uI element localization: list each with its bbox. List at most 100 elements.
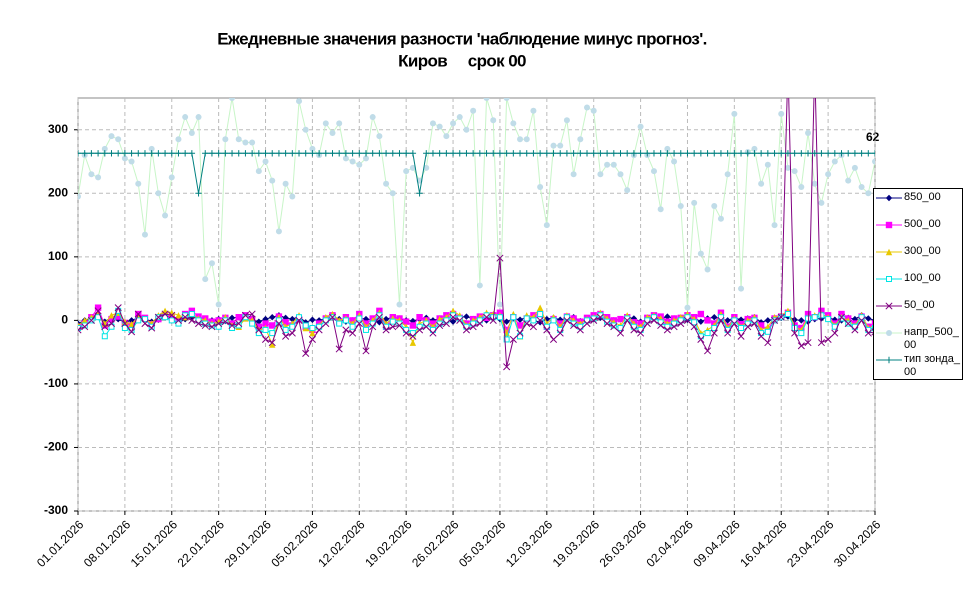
marker [101,150,108,157]
marker [242,139,249,146]
marker [402,150,410,157]
x-tick-label: 01.01.2026 [34,517,87,570]
marker [101,323,109,331]
marker [101,145,108,152]
marker [530,107,537,114]
x-tick-label: 16.04.2026 [737,517,790,570]
marker [536,304,544,311]
marker [590,316,598,324]
marker [758,180,765,187]
marker [87,316,95,324]
marker [229,98,236,101]
marker [751,145,758,152]
marker [584,104,591,111]
marker [328,313,337,321]
marker [570,321,578,330]
marker [456,316,464,324]
marker [825,171,832,178]
marker [811,150,818,157]
x-tick-label: 30.04.2026 [831,517,884,570]
marker [449,318,457,325]
marker [717,316,725,324]
marker [389,323,397,331]
marker [436,321,444,330]
marker [302,150,309,157]
marker [168,314,175,321]
marker [684,150,691,157]
marker [710,329,718,337]
marker [777,313,785,321]
marker [168,150,175,157]
marker [844,320,852,328]
marker [295,316,303,324]
marker [697,335,705,343]
marker [322,120,329,127]
marker [208,260,215,267]
marker [101,333,108,340]
marker [108,133,115,140]
marker [423,150,430,157]
x-tick-label: 15.01.2026 [128,517,181,570]
marker [336,150,343,157]
marker [228,314,236,322]
marker [583,320,591,328]
marker [88,150,95,157]
marker [262,326,269,333]
marker [181,150,189,157]
legend-marker [876,330,902,336]
marker [195,114,202,121]
marker [845,177,852,184]
marker [168,311,176,319]
marker [510,150,517,157]
marker [596,313,604,321]
marker [510,120,517,127]
marker [395,321,404,330]
marker [550,142,557,149]
marker [671,158,678,165]
marker [871,328,875,336]
marker [858,150,865,157]
marker [469,150,477,157]
legend-label: тип зонда_00 [904,353,960,378]
marker [309,150,316,157]
marker [269,314,276,321]
marker [235,136,242,143]
x-tick-label: 05.03.2026 [456,517,509,570]
marker [871,150,875,157]
marker [550,150,557,157]
marker [78,193,81,200]
marker [115,136,122,143]
legend-marker [876,248,902,256]
x-tick-label: 22.01.2026 [175,517,228,570]
marker [864,329,872,337]
marker [697,310,705,318]
marker [302,126,309,133]
plot-area [77,97,876,512]
marker [764,328,771,335]
marker [128,158,135,165]
marker [476,320,484,328]
marker [798,150,805,157]
marker [529,323,537,331]
marker [168,317,175,324]
marker [269,341,276,348]
marker [691,199,698,206]
legend-marker [876,194,902,202]
marker [516,329,524,337]
legend-item: 500_00 [874,218,962,245]
marker [443,150,450,157]
marker [456,114,463,121]
marker [141,150,149,157]
marker [202,150,209,157]
marker [148,145,155,152]
marker [121,155,128,162]
marker [664,150,671,157]
marker [362,150,370,157]
marker [175,312,182,319]
marker [570,171,577,178]
marker [355,320,363,328]
marker [603,150,611,157]
marker [523,136,530,143]
marker [885,356,893,364]
marker [704,266,711,273]
